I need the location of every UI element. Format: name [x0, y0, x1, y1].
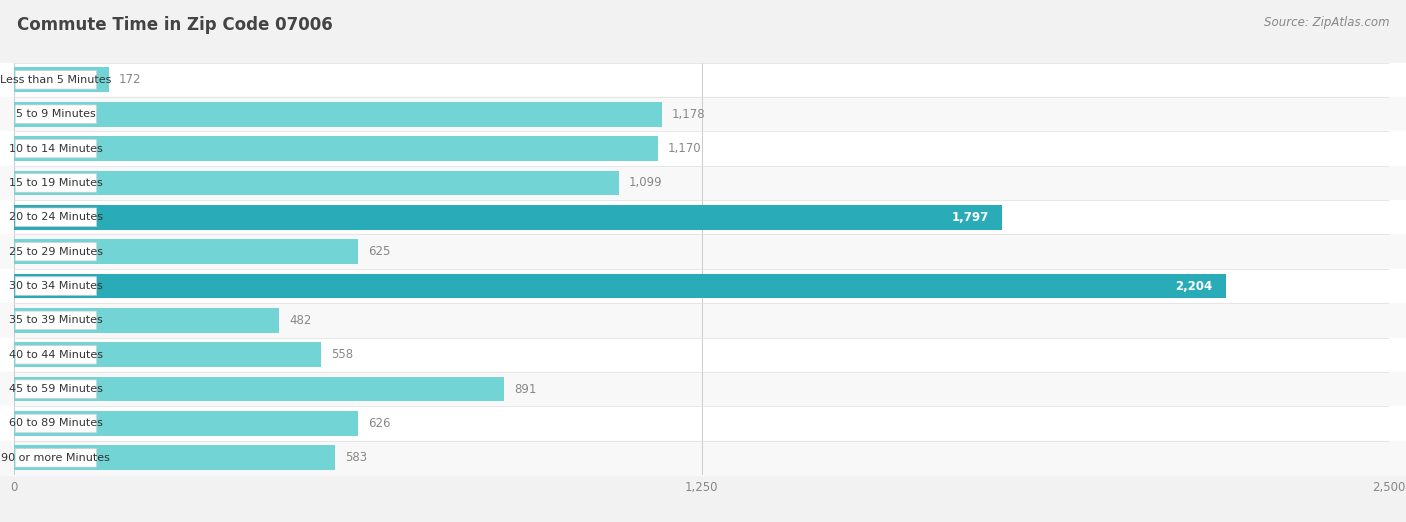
Text: 583: 583: [344, 452, 367, 465]
Bar: [0, 234, 1406, 269]
FancyBboxPatch shape: [15, 414, 97, 433]
Bar: [14, 102, 662, 126]
FancyBboxPatch shape: [15, 380, 97, 398]
Bar: [0, 97, 1406, 132]
Bar: [14, 377, 505, 401]
Text: 25 to 29 Minutes: 25 to 29 Minutes: [8, 247, 103, 257]
Bar: [0, 406, 1406, 441]
Bar: [0, 269, 1406, 303]
Text: 20 to 24 Minutes: 20 to 24 Minutes: [8, 212, 103, 222]
FancyBboxPatch shape: [15, 174, 97, 192]
Bar: [14, 342, 321, 367]
Bar: [14, 67, 108, 92]
Text: Commute Time in Zip Code 07006: Commute Time in Zip Code 07006: [17, 16, 333, 33]
Bar: [0, 338, 1406, 372]
FancyBboxPatch shape: [15, 105, 97, 124]
Text: Source: ZipAtlas.com: Source: ZipAtlas.com: [1264, 16, 1389, 29]
Text: 60 to 89 Minutes: 60 to 89 Minutes: [8, 419, 103, 429]
Bar: [14, 411, 359, 436]
Text: 5 to 9 Minutes: 5 to 9 Minutes: [15, 109, 96, 119]
Bar: [14, 171, 619, 195]
Bar: [14, 445, 335, 470]
Text: 15 to 19 Minutes: 15 to 19 Minutes: [8, 178, 103, 188]
FancyBboxPatch shape: [15, 311, 97, 330]
Bar: [14, 308, 280, 333]
Text: 482: 482: [290, 314, 312, 327]
Text: 891: 891: [515, 383, 537, 396]
Text: 90 or more Minutes: 90 or more Minutes: [1, 453, 110, 463]
FancyBboxPatch shape: [15, 139, 97, 158]
FancyBboxPatch shape: [15, 277, 97, 295]
Bar: [0, 441, 1406, 475]
Bar: [0, 372, 1406, 406]
Bar: [14, 239, 359, 264]
Text: 1,178: 1,178: [672, 108, 706, 121]
Bar: [0, 132, 1406, 166]
Text: 558: 558: [330, 348, 353, 361]
Text: 2,204: 2,204: [1175, 279, 1212, 292]
Text: 35 to 39 Minutes: 35 to 39 Minutes: [8, 315, 103, 325]
Text: 40 to 44 Minutes: 40 to 44 Minutes: [8, 350, 103, 360]
Text: Less than 5 Minutes: Less than 5 Minutes: [0, 75, 111, 85]
Bar: [14, 274, 1226, 299]
Bar: [0, 63, 1406, 97]
Text: 625: 625: [368, 245, 389, 258]
FancyBboxPatch shape: [15, 70, 97, 89]
Bar: [0, 200, 1406, 234]
Text: 626: 626: [368, 417, 391, 430]
Text: 45 to 59 Minutes: 45 to 59 Minutes: [8, 384, 103, 394]
Bar: [14, 136, 658, 161]
FancyBboxPatch shape: [15, 208, 97, 227]
FancyBboxPatch shape: [15, 448, 97, 467]
FancyBboxPatch shape: [15, 242, 97, 261]
Text: 30 to 34 Minutes: 30 to 34 Minutes: [8, 281, 103, 291]
Text: 1,170: 1,170: [668, 142, 702, 155]
Text: 1,099: 1,099: [628, 176, 662, 189]
Bar: [0, 166, 1406, 200]
Text: 172: 172: [118, 73, 141, 86]
Text: 10 to 14 Minutes: 10 to 14 Minutes: [8, 144, 103, 153]
Bar: [0, 303, 1406, 338]
FancyBboxPatch shape: [15, 346, 97, 364]
Bar: [14, 205, 1002, 230]
Text: 1,797: 1,797: [952, 211, 988, 224]
